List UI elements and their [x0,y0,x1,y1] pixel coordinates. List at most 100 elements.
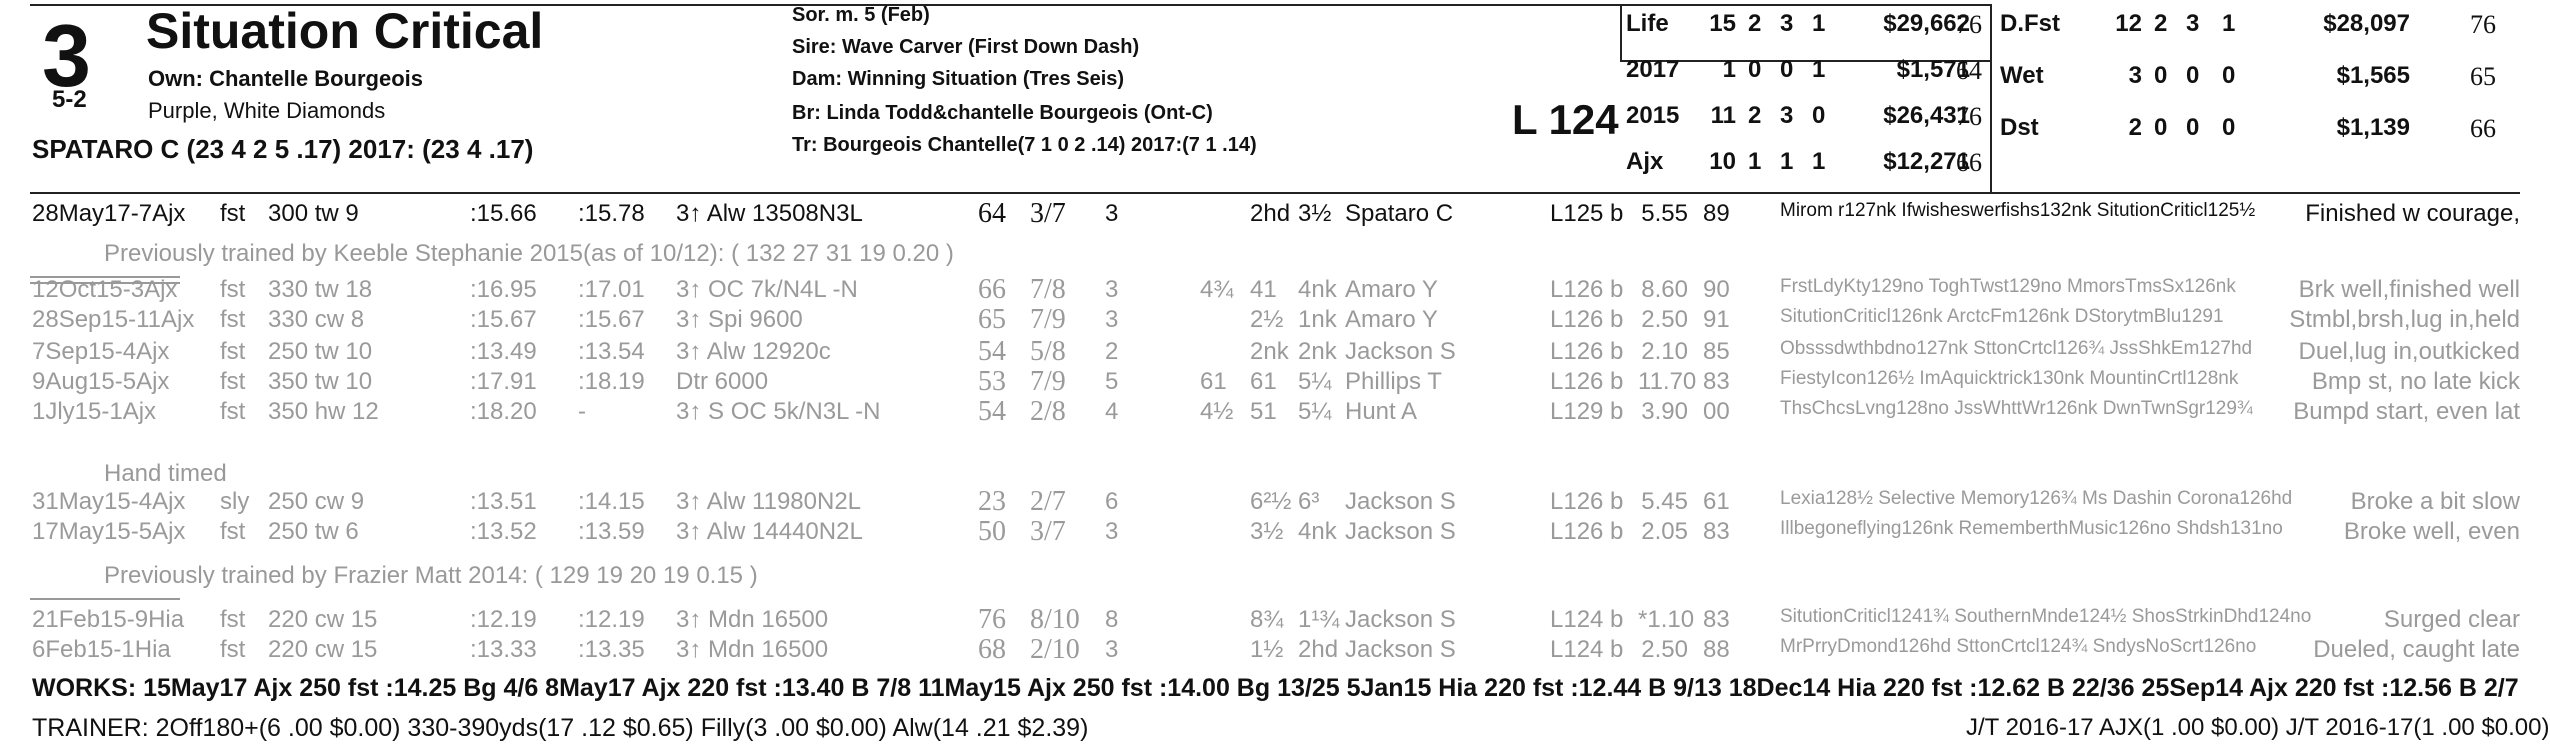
rule [30,276,180,278]
record-w: 2 [1748,102,1762,129]
record-spd: 76 [2470,10,2496,39]
race-dist: 350 tw 10 [268,368,373,395]
record-s: 1 [1812,56,1826,83]
race-spd: 54 [978,336,1006,367]
race-row: 6Feb15-1Hia fst 220 cw 15:13.33:13.35 3↑ Md… [0,634,2550,666]
race-t2: :12.19 [578,606,645,633]
race-st: 2 [1105,338,1119,365]
race-trk: fst [220,306,246,333]
record-p: 0 [2186,62,2200,89]
sex-age: Sor. m. 5 (Feb) [792,4,930,26]
race-wt: L129 b [1550,398,1624,425]
record-w: 0 [2154,62,2168,89]
trainer-stats: TRAINER: 2Off180+(6 .00 $0.00) 330-390yd… [32,714,1089,742]
record-spd: 66 [1956,148,1982,177]
race-date: 21Feb15-9Hia [32,606,185,633]
race-spd: 76 [978,604,1006,635]
record-st: 15 [1709,10,1736,37]
race-c1: 61 [1200,368,1227,395]
race-odds: 5.45 [1641,488,1688,515]
race-row: 9Aug15-5Ajx fst 350 tw 10:17.91:18.19 Dtr 6… [0,366,2550,398]
race-dist: 330 cw 8 [268,306,365,333]
race-t1: :13.51 [470,488,537,515]
race-pp: 7/9 [1030,304,1066,335]
race-t1: :17.91 [470,368,537,395]
race-str: 6²½ [1250,488,1292,515]
race-odds: 2.50 [1641,636,1688,663]
race-wt: L126 b [1550,488,1624,515]
hand-timed-note: Hand timed [104,460,227,487]
race-t2: - [578,398,586,425]
race-comp: FrstLdyKty129no ToghTwst129no MmorsTmsSx… [1780,276,2236,297]
race-sr: 91 [1703,306,1730,333]
record-label: 2017 [1626,56,1680,83]
race-wt: L126 b [1550,368,1624,395]
race-fin: 3½ [1298,200,1332,227]
race-odds: 3.90 [1641,398,1688,425]
race-date: 28May17-7Ajx [32,200,186,227]
rule [30,282,180,284]
race-cmt: Brk well,finished well [2298,276,2520,303]
race-spd: 68 [978,634,1006,665]
record-w: 1 [1748,148,1762,175]
race-str: 41 [1250,276,1277,303]
rule [30,598,180,600]
record-w: 0 [2154,114,2168,141]
race-t2: :13.54 [578,338,645,365]
record-w: 2 [2154,10,2168,37]
race-sr: 88 [1703,636,1730,663]
race-sr: 00 [1703,398,1730,425]
race-comp: Illbegoneflying126nk RememberthMusic126n… [1780,518,2283,539]
race-odds: 11.70 [1638,368,1697,395]
race-cmt: Duel,lug in,outkicked [2298,338,2520,365]
weight: L 124 [1512,96,1619,143]
race-st: 6 [1105,488,1119,515]
race-st: 3 [1105,200,1119,227]
race-row: 21Feb15-9Hia fst 220 cw 15:12.19:12.19 3↑ M… [0,604,2550,636]
race-t1: :15.67 [470,306,537,333]
race-fin: 1¹¾ [1298,606,1340,633]
race-sr: 90 [1703,276,1730,303]
owner: Own: Chantelle Bourgeois [148,66,424,91]
race-spd: 65 [978,304,1006,335]
race-t2: :15.67 [578,306,645,333]
race-trk: fst [220,338,246,365]
record-s: 1 [2222,10,2236,37]
race-dist: 250 tw 10 [268,338,373,365]
race-cls: 3↑ Mdn 16500 [676,636,829,663]
record-label: Dst [2000,114,2039,141]
horse-name: Situation Critical [146,3,544,59]
race-comp: ThsChcsLvng128no JssWhttWr126nk DwnTwnSg… [1780,398,2253,419]
record-earn: $28,097 [2323,10,2410,37]
race-pp: 2/8 [1030,396,1066,427]
dam: Dam: Winning Situation (Tres Seis) [792,68,1125,90]
race-odds: 2.10 [1641,338,1688,365]
record-earn: $1,571 [1896,56,1970,83]
record-label: Ajx [1626,148,1664,175]
race-odds: 2.50 [1641,306,1688,333]
race-sr: 89 [1703,200,1730,227]
race-c1: 4½ [1200,398,1234,425]
race-spd: 23 [978,486,1006,517]
race-date: 9Aug15-5Ajx [32,368,170,395]
race-pp: 3/7 [1030,198,1066,229]
race-trk: fst [220,276,246,303]
header-bottom-rule [30,192,2520,194]
race-str: 3½ [1250,518,1284,545]
race-wt: L126 b [1550,518,1624,545]
record-w: 2 [1748,10,1762,37]
record-box-rule [1620,60,1992,62]
race-date: 7Sep15-4Ajx [32,338,170,365]
record-p: 3 [1780,10,1794,37]
race-jock: Amaro Y [1345,276,1438,303]
record-spd: 76 [1956,10,1982,39]
race-cmt: Bmp st, no late kick [2311,368,2520,395]
race-trk: fst [220,368,246,395]
race-fin: 4nk [1298,276,1337,303]
race-odds: 5.55 [1641,200,1688,227]
race-st: 3 [1105,518,1119,545]
record-st: 3 [2128,62,2142,89]
record-st: 11 [1710,102,1736,129]
race-pp: 5/8 [1030,336,1066,367]
race-jock: Jackson S [1345,606,1456,633]
